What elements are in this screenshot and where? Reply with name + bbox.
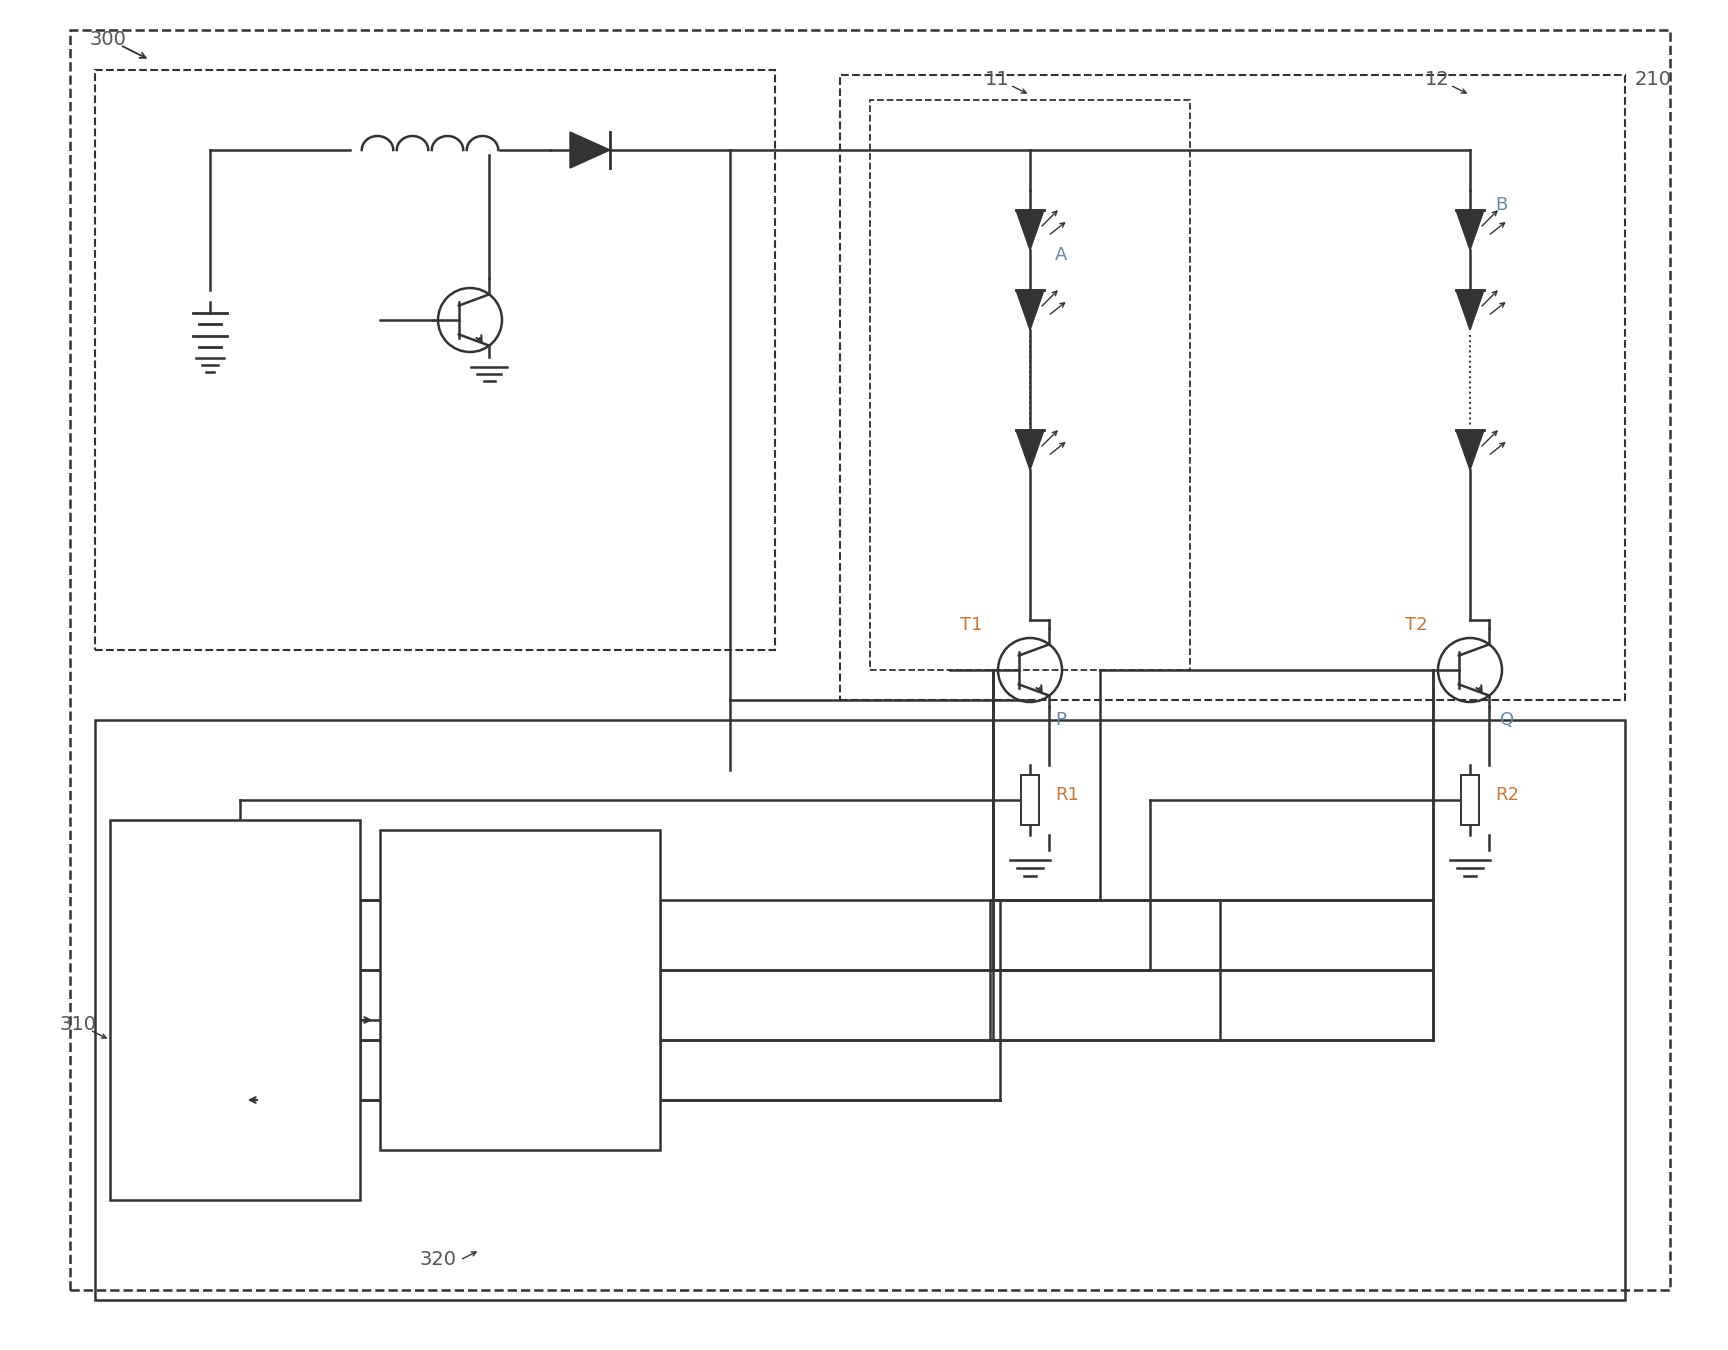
Text: 310: 310	[60, 1015, 97, 1034]
Polygon shape	[1016, 211, 1044, 250]
Text: 300: 300	[90, 30, 126, 49]
Text: R1: R1	[1056, 786, 1078, 805]
Text: 320: 320	[420, 1250, 456, 1269]
FancyBboxPatch shape	[1460, 775, 1479, 825]
FancyBboxPatch shape	[111, 819, 359, 1200]
Text: Q: Q	[1500, 711, 1514, 729]
Text: 210: 210	[1635, 70, 1673, 89]
Text: T2: T2	[1405, 616, 1427, 634]
FancyBboxPatch shape	[380, 830, 660, 1150]
Text: A: A	[1056, 246, 1068, 265]
Text: R2: R2	[1495, 786, 1519, 805]
Text: 12: 12	[1426, 70, 1450, 89]
Text: T1: T1	[961, 616, 983, 634]
Text: B: B	[1495, 196, 1507, 215]
Polygon shape	[1016, 290, 1044, 329]
Text: P: P	[1056, 711, 1066, 729]
FancyBboxPatch shape	[1021, 775, 1039, 825]
Polygon shape	[1457, 211, 1484, 250]
Polygon shape	[1016, 431, 1044, 470]
Polygon shape	[1457, 431, 1484, 470]
Polygon shape	[1457, 290, 1484, 329]
Text: 11: 11	[985, 70, 1009, 89]
Polygon shape	[570, 132, 610, 167]
